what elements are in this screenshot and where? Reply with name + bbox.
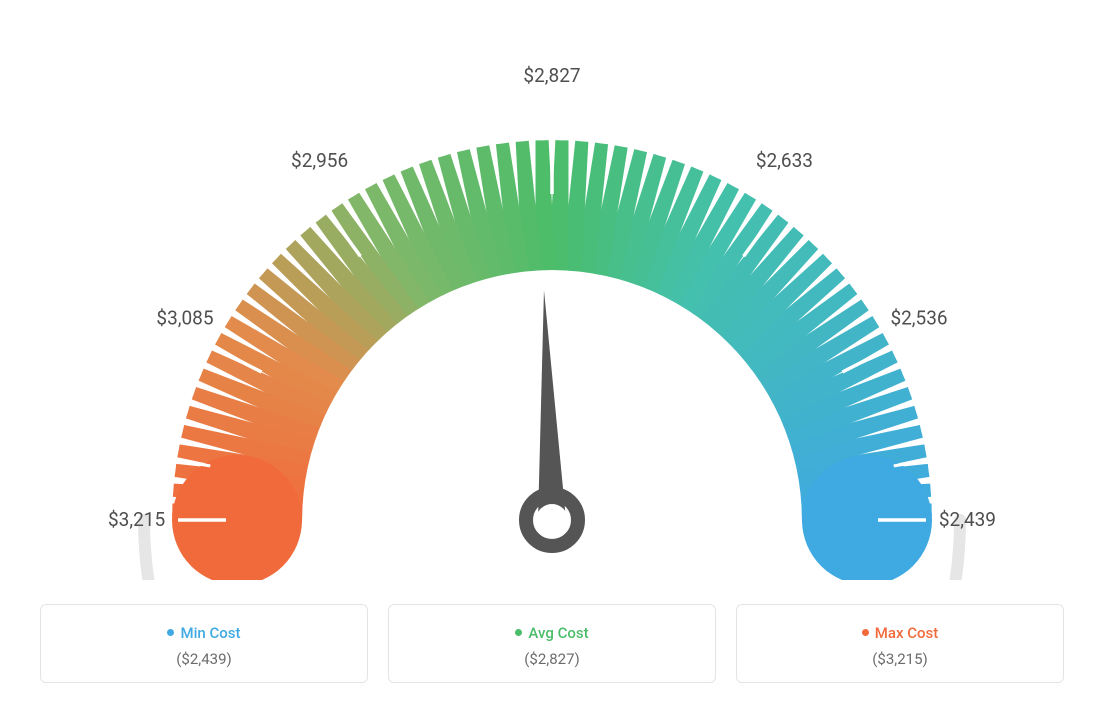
legend-card-avg: Avg Cost ($2,827) [388, 604, 716, 683]
legend-value-max: ($3,215) [737, 650, 1063, 668]
legend-value-min: ($2,439) [41, 650, 367, 668]
legend-label-avg: Avg Cost [528, 624, 588, 642]
gauge-tick-label: $2,633 [756, 149, 813, 172]
gauge-tick-label: $2,827 [523, 64, 580, 87]
chart-container: $2,439 $2,536 $2,633 $2,827 $2,956 $3,085 $3,2… [20, 20, 1084, 683]
dot-icon [862, 629, 869, 636]
dot-icon [167, 629, 174, 636]
legend-label-min: Min Cost [180, 624, 240, 642]
gauge-tick-label: $2,439 [939, 508, 996, 531]
gauge-tick-label: $2,956 [291, 149, 348, 172]
legend-title-min: Min Cost [167, 624, 240, 642]
gauge-chart: $2,439 $2,536 $2,633 $2,827 $2,956 $3,085 $3,2… [20, 20, 1084, 580]
gauge-svg: $2,439 $2,536 $2,633 $2,827 $2,956 $3,085 $3,2… [20, 20, 1084, 580]
gauge-tick-label: $2,536 [890, 306, 947, 329]
legend-row: Min Cost ($2,439) Avg Cost ($2,827) Max … [20, 604, 1084, 683]
legend-card-min: Min Cost ($2,439) [40, 604, 368, 683]
legend-value-avg: ($2,827) [389, 650, 715, 668]
legend-title-max: Max Cost [862, 624, 939, 642]
gauge-tick-label: $3,215 [108, 508, 165, 531]
gauge-tick-label: $3,085 [156, 306, 213, 329]
dot-icon [515, 629, 522, 636]
legend-label-max: Max Cost [875, 624, 939, 642]
legend-card-max: Max Cost ($3,215) [736, 604, 1064, 683]
legend-title-avg: Avg Cost [515, 624, 588, 642]
